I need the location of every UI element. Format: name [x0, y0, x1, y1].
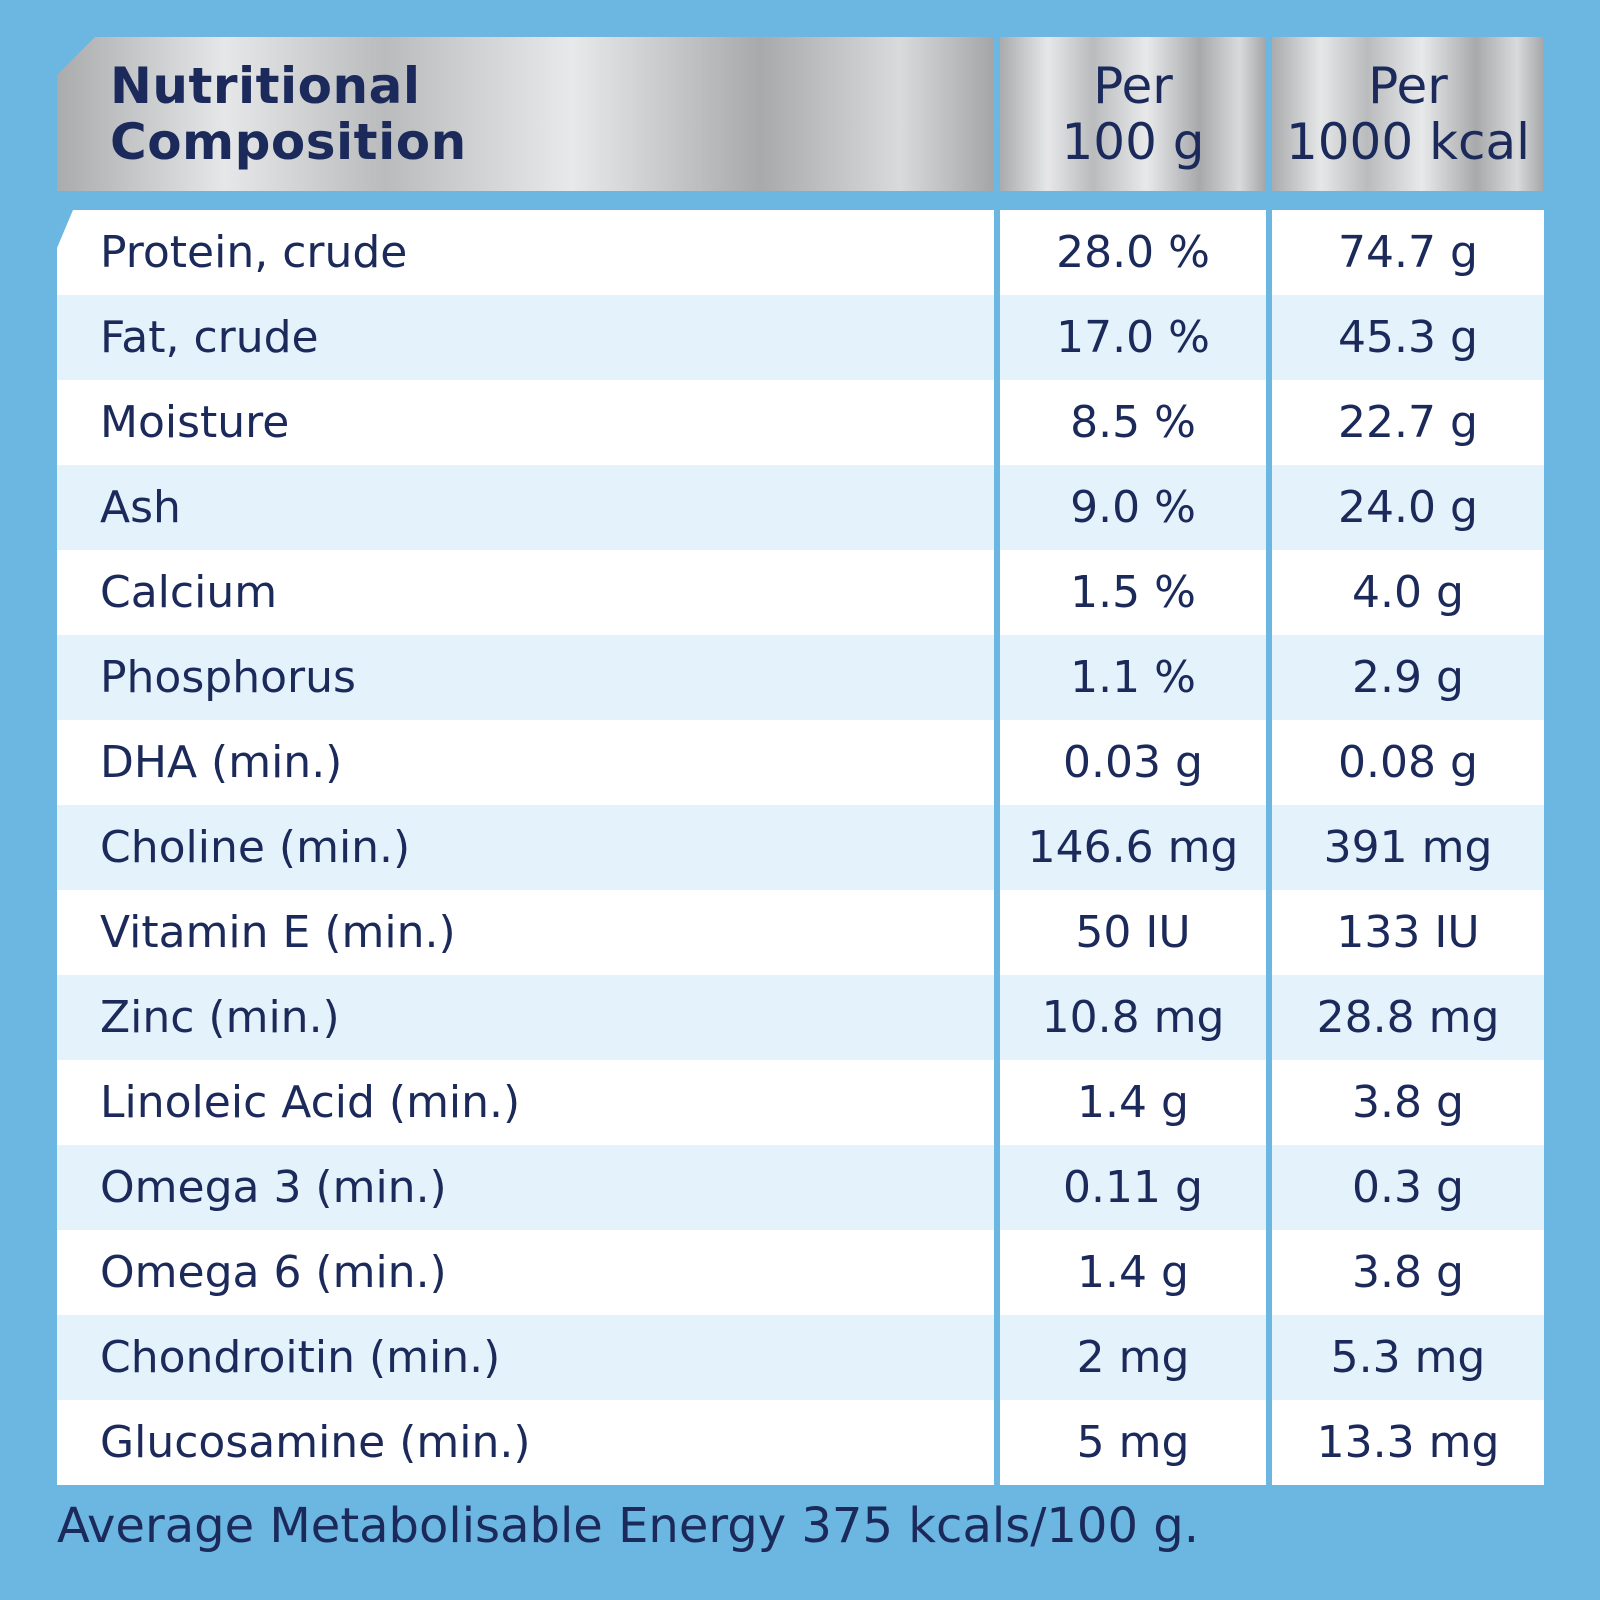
- value-per-1000kcal: 28.8 mg: [1266, 975, 1544, 1060]
- header-label-text: Nutritional Composition: [110, 57, 467, 171]
- value-per-1000kcal: 5.3 mg: [1266, 1315, 1544, 1400]
- value-per-1000kcal: 4.0 g: [1266, 550, 1544, 635]
- value-per-100g: 0.03 g: [994, 720, 1266, 805]
- nutrient-name: Calcium: [57, 550, 994, 635]
- header-nutritional-composition: Nutritional Composition: [57, 37, 994, 191]
- nutrient-name: Moisture: [57, 380, 994, 465]
- header-per-1000kcal: Per 1000 kcal: [1266, 37, 1544, 191]
- value-per-100g: 10.8 mg: [994, 975, 1266, 1060]
- nutrient-name: Zinc (min.): [57, 975, 994, 1060]
- table-row: Protein, crude 28.0 % 74.7 g: [57, 210, 1544, 295]
- header-per-100g: Per 100 g: [994, 37, 1266, 191]
- table-row: Choline (min.) 146.6 mg 391 mg: [57, 805, 1544, 890]
- value-per-1000kcal: 24.0 g: [1266, 465, 1544, 550]
- value-per-1000kcal: 0.3 g: [1266, 1145, 1544, 1230]
- value-per-100g: 1.4 g: [994, 1060, 1266, 1145]
- header-col1-text: Per 100 g: [1061, 57, 1205, 171]
- nutrient-name: Omega 3 (min.): [57, 1145, 994, 1230]
- value-per-100g: 2 mg: [994, 1315, 1266, 1400]
- table-row: Calcium 1.5 % 4.0 g: [57, 550, 1544, 635]
- value-per-1000kcal: 391 mg: [1266, 805, 1544, 890]
- table-row: Linoleic Acid (min.) 1.4 g 3.8 g: [57, 1060, 1544, 1145]
- value-per-100g: 1.5 %: [994, 550, 1266, 635]
- table-row: Phosphorus 1.1 % 2.9 g: [57, 635, 1544, 720]
- nutrient-name: Fat, crude: [57, 295, 994, 380]
- value-per-100g: 9.0 %: [994, 465, 1266, 550]
- nutrient-name: Ash: [57, 465, 994, 550]
- value-per-1000kcal: 45.3 g: [1266, 295, 1544, 380]
- nutrient-name: Chondroitin (min.): [57, 1315, 994, 1400]
- table-row: Glucosamine (min.) 5 mg 13.3 mg: [57, 1400, 1544, 1485]
- nutrient-name: Glucosamine (min.): [57, 1400, 994, 1485]
- table-body: Protein, crude 28.0 % 74.7 g Fat, crude 17.0…: [57, 210, 1544, 1485]
- value-per-1000kcal: 3.8 g: [1266, 1060, 1544, 1145]
- nutrient-name: Omega 6 (min.): [57, 1230, 994, 1315]
- table-row: Omega 3 (min.) 0.11 g 0.3 g: [57, 1145, 1544, 1230]
- table-row: Omega 6 (min.) 1.4 g 3.8 g: [57, 1230, 1544, 1315]
- value-per-100g: 50 IU: [994, 890, 1266, 975]
- nutrient-name: Vitamin E (min.): [57, 890, 994, 975]
- energy-footnote: Average Metabolisable Energy 375 kcals/1…: [57, 1498, 1199, 1554]
- value-per-1000kcal: 74.7 g: [1266, 210, 1544, 295]
- value-per-1000kcal: 13.3 mg: [1266, 1400, 1544, 1485]
- value-per-1000kcal: 0.08 g: [1266, 720, 1544, 805]
- table-row: Zinc (min.) 10.8 mg 28.8 mg: [57, 975, 1544, 1060]
- nutrient-name: Choline (min.): [57, 805, 994, 890]
- nutrition-table: Nutritional Composition Per 100 g Per 10…: [57, 37, 1544, 1485]
- header-gap: [57, 191, 1544, 210]
- value-per-100g: 146.6 mg: [994, 805, 1266, 890]
- value-per-100g: 0.11 g: [994, 1145, 1266, 1230]
- nutrient-name: Protein, crude: [57, 210, 994, 295]
- table-row: DHA (min.) 0.03 g 0.08 g: [57, 720, 1544, 805]
- value-per-1000kcal: 3.8 g: [1266, 1230, 1544, 1315]
- value-per-100g: 8.5 %: [994, 380, 1266, 465]
- header-col2-text: Per 1000 kcal: [1285, 57, 1531, 171]
- value-per-100g: 5 mg: [994, 1400, 1266, 1485]
- nutrient-name: DHA (min.): [57, 720, 994, 805]
- nutrient-name: Linoleic Acid (min.): [57, 1060, 994, 1145]
- table-row: Ash 9.0 % 24.0 g: [57, 465, 1544, 550]
- value-per-1000kcal: 22.7 g: [1266, 380, 1544, 465]
- value-per-100g: 17.0 %: [994, 295, 1266, 380]
- value-per-100g: 28.0 %: [994, 210, 1266, 295]
- table-row: Chondroitin (min.) 2 mg 5.3 mg: [57, 1315, 1544, 1400]
- table-row: Vitamin E (min.) 50 IU 133 IU: [57, 890, 1544, 975]
- value-per-1000kcal: 2.9 g: [1266, 635, 1544, 720]
- table-row: Moisture 8.5 % 22.7 g: [57, 380, 1544, 465]
- table-row: Fat, crude 17.0 % 45.3 g: [57, 295, 1544, 380]
- nutrient-name: Phosphorus: [57, 635, 994, 720]
- value-per-100g: 1.1 %: [994, 635, 1266, 720]
- value-per-100g: 1.4 g: [994, 1230, 1266, 1315]
- value-per-1000kcal: 133 IU: [1266, 890, 1544, 975]
- table-header: Nutritional Composition Per 100 g Per 10…: [57, 37, 1544, 191]
